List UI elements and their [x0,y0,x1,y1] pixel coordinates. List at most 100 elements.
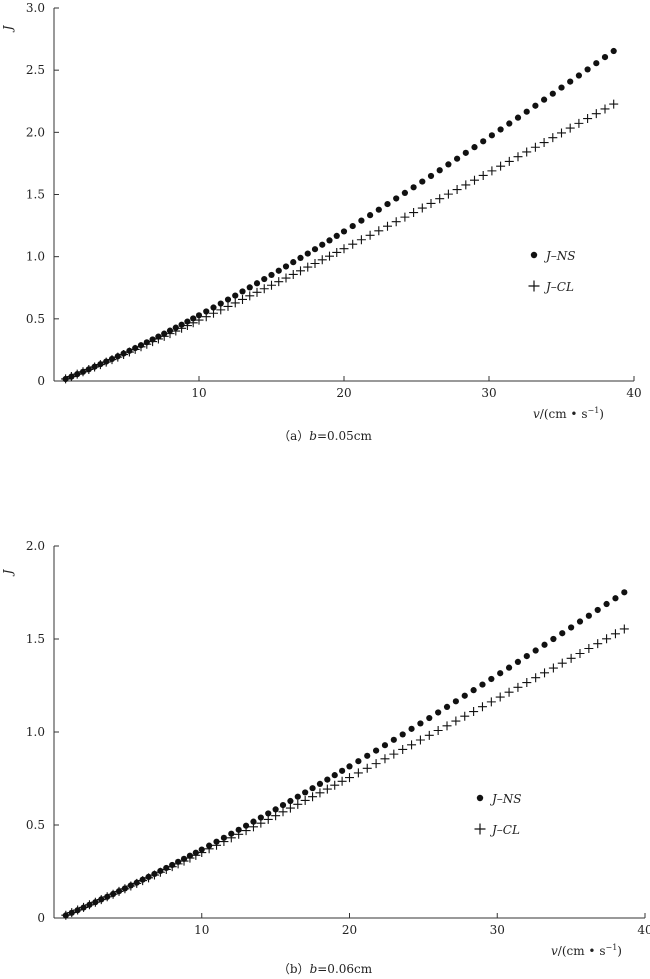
data-point-ns-b [470,687,477,694]
data-point-cl-a [522,147,532,157]
data-point-cl-b [424,730,434,740]
data-point-cl-a [188,318,198,328]
data-point-ns-a [462,149,469,156]
data-point-cl-a [557,128,566,138]
legend-a-cl-label: J–CL [543,280,574,294]
data-point-ns-a [349,222,356,230]
data-point-cl-a [374,226,384,236]
data-point-ns-b [324,776,331,783]
data-point-cl-a [325,251,334,261]
data-point-ns-a [261,275,268,283]
xlabel-b-var: v [551,944,558,958]
data-point-cl-a [153,334,163,344]
data-point-cl-b [90,897,100,907]
data-point-cl-a [72,369,82,379]
data-point-ns-b [594,606,601,614]
y-tick-label-a: 0.5 [26,312,45,326]
data-point-cl-b [548,663,558,673]
xlabel-b: v/(cm • s−1) [551,943,622,958]
x-tick-label-b: 40 [637,923,650,937]
chart-panel-a: 0 0.5 1.0 1.5 2.0 2.5 3.0 10 20 30 40 J v/(cm • s−… [1,1,642,443]
data-point-ns-a [290,259,297,266]
caption-b-prefix: （b） [278,962,310,976]
data-point-ns-a [224,296,232,303]
legend-a-cl-marker [528,280,540,292]
data-point-ns-a [419,178,426,185]
data-point-cl-b [61,910,71,920]
data-point-ns-a [217,300,224,307]
data-point-ns-b [435,709,442,716]
data-point-ns-a [401,189,408,196]
data-point-cl-a [182,321,192,331]
data-point-cl-b [155,867,165,877]
data-point-ns-b [621,589,628,596]
data-point-ns-a [558,84,565,91]
data-point-cl-b [345,773,354,783]
data-point-cl-b [278,807,288,817]
data-point-cl-b [234,829,244,839]
data-point-ns-b [505,664,513,671]
caption-b-rest: =0.06cm [317,962,372,976]
x-tick-label-a: 20 [336,386,351,400]
data-point-cl-a [130,344,140,354]
data-point-ns-b [381,742,389,749]
data-point-ns-b [294,793,301,800]
data-point-cl-b [460,711,470,721]
axes-b [53,546,645,919]
data-point-ns-b [417,720,424,727]
data-point-cl-b [513,682,523,692]
data-point-ns-a [367,212,374,219]
data-point-ns-b [309,785,316,792]
data-point-cl-a [332,247,342,257]
data-point-ns-a [480,138,487,145]
data-point-cl-b [380,754,390,764]
data-point-cl-b [149,870,159,880]
data-point-cl-b [212,840,222,850]
data-point-ns-b [426,714,433,722]
caption-b-var: b [310,962,318,976]
data-point-cl-b [353,768,363,778]
data-point-cl-a [426,198,436,208]
data-point-ns-a [506,120,513,127]
data-point-cl-a [296,266,305,276]
data-point-ns-b [373,747,380,754]
data-point-cl-a [504,156,514,166]
data-point-cl-b [204,844,214,854]
data-point-cl-b [557,658,567,668]
data-point-cl-a [245,291,255,301]
legend-a-ns-marker [530,251,538,259]
data-point-ns-b [568,624,575,631]
data-point-ns-a [333,232,340,239]
data-point-cl-b [271,811,281,821]
data-point-ns-a [549,90,556,97]
data-point-cl-a [101,357,111,367]
xlabel-a-sup: −1 [587,406,599,415]
data-point-cl-a [452,185,462,195]
legend-a-ns-label: J–NS [543,249,576,263]
data-point-cl-a [609,99,619,109]
data-point-cl-a [461,180,471,190]
data-point-ns-a [326,237,333,244]
data-point-cl-b [161,864,171,874]
data-point-ns-a [575,72,583,79]
y-tick-label-a: 2.0 [26,125,45,139]
data-point-ns-a [268,271,275,279]
data-point-cl-b [248,822,258,832]
data-point-cl-a [317,255,327,265]
data-point-cl-b [73,905,83,915]
data-point-cl-b [138,876,148,886]
data-point-cl-a [201,312,211,322]
y-tick-label-a: 0 [37,374,45,388]
data-point-cl-b [602,634,612,644]
data-point-ns-a [275,267,282,274]
data-point-ns-b [242,822,250,829]
data-point-cl-a [95,360,105,370]
data-point-ns-b [408,725,415,732]
data-point-cl-a [119,350,129,360]
data-point-cl-a [443,189,453,199]
data-point-cl-b [67,908,77,918]
data-point-cl-b [610,629,620,639]
data-point-cl-a [583,114,593,124]
data-point-ns-b [339,767,346,774]
data-point-cl-b [300,795,310,805]
